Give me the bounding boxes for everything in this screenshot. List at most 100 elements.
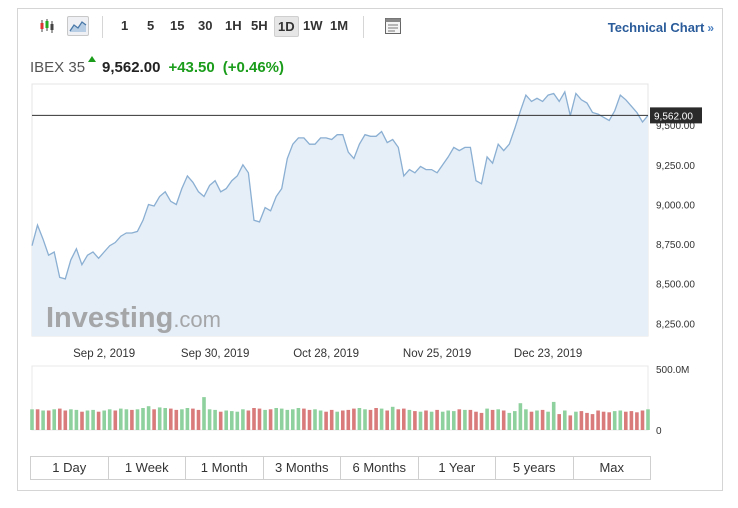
volume-bar <box>46 410 51 430</box>
volume-bar <box>135 409 140 430</box>
volume-bar <box>58 408 62 430</box>
volume-bar <box>241 409 245 430</box>
volume-bar <box>518 403 523 430</box>
volume-bar <box>268 409 273 430</box>
volume-bar <box>324 411 328 430</box>
volume-bar <box>69 409 73 430</box>
volume-bar <box>96 411 101 430</box>
x-tick-label: Dec 23, 2019 <box>514 348 582 360</box>
volume-bar <box>407 409 412 430</box>
volume-bar <box>113 410 118 430</box>
interval-5h[interactable]: 5H <box>251 18 268 33</box>
volume-bar <box>91 409 95 430</box>
volume-bar <box>396 409 401 430</box>
volume-bar <box>74 409 79 430</box>
volume-area <box>31 365 649 431</box>
quote-header: IBEX 35 9,562.00 +43.50 (+0.46%) <box>30 56 284 76</box>
volume-bar <box>224 410 228 430</box>
volume-bar <box>640 410 645 430</box>
chart-widget: 1 5 15 30 1H 5H 1D 1W 1M Technical Chart… <box>17 8 723 491</box>
volume-bar <box>629 411 634 430</box>
settings-panel-icon[interactable] <box>382 16 404 36</box>
range-5-years[interactable]: 5 years <box>496 457 574 479</box>
volume-bar <box>52 409 56 430</box>
price-change: +43.50 <box>168 59 215 76</box>
volume-bar <box>435 409 439 430</box>
volume-bar <box>296 408 301 430</box>
toolbar-separator <box>363 16 364 38</box>
volume-bar <box>368 409 373 430</box>
volume-bar <box>174 409 179 430</box>
volume-bar <box>546 411 550 430</box>
y-tick-label: 9,250.00 <box>656 161 695 172</box>
volume-bar <box>574 411 578 430</box>
volume-bar <box>107 409 112 430</box>
volume-bar <box>130 409 134 430</box>
volume-bar <box>279 408 284 430</box>
volume-bar <box>440 411 445 430</box>
volume-tick-label: 0 <box>656 426 662 437</box>
volume-bar <box>180 409 184 430</box>
range-3-months[interactable]: 3 Months <box>263 457 341 479</box>
interval-1w[interactable]: 1W <box>303 18 323 33</box>
volume-bar <box>540 409 545 430</box>
range-1-day[interactable]: 1 Day <box>31 457 109 479</box>
volume-bar <box>635 412 639 430</box>
area-chart-icon[interactable] <box>67 16 89 36</box>
volume-bar <box>585 412 589 430</box>
interval-5[interactable]: 5 <box>147 18 155 33</box>
investing-watermark: Investing.com <box>46 302 221 334</box>
range-1-year[interactable]: 1 Year <box>418 457 496 479</box>
volume-bar <box>646 409 650 430</box>
volume-bar <box>479 412 484 430</box>
volume-bar <box>307 409 312 430</box>
volume-bar <box>235 411 240 430</box>
volume-bar <box>213 409 217 430</box>
price-change-percent: (+0.46%) <box>222 59 285 76</box>
volume-bar <box>496 409 500 430</box>
volume-bar <box>202 397 206 430</box>
range-1-month[interactable]: 1 Month <box>186 457 264 479</box>
range-selector: 1 Day 1 Week 1 Month 3 Months 6 Months 1… <box>30 456 651 480</box>
volume-bar <box>63 410 68 430</box>
volume-bar <box>218 411 223 430</box>
volume-bar <box>346 409 351 430</box>
technical-chart-link[interactable]: Technical Chart» <box>608 20 714 35</box>
range-6-months[interactable]: 6 Months <box>341 457 419 479</box>
volume-bar <box>402 408 406 430</box>
price-chart[interactable]: Investing.com 8,250.00 8,500.00 8,750.00 9,0… <box>18 9 722 449</box>
volume-bar <box>513 411 517 430</box>
interval-1d[interactable]: 1D <box>274 16 299 37</box>
volume-bar <box>379 408 384 430</box>
volume-bar <box>119 408 123 430</box>
volume-bar <box>529 411 534 430</box>
volume-bar <box>207 409 212 430</box>
volume-bar <box>624 411 628 430</box>
volume-bar <box>507 412 512 430</box>
interval-15[interactable]: 15 <box>170 18 185 33</box>
price-area-fill <box>32 91 648 337</box>
volume-bar <box>274 408 278 430</box>
volume-bar <box>85 410 90 430</box>
volume-bar <box>607 412 611 430</box>
interval-30[interactable]: 30 <box>198 18 213 33</box>
chart-toolbar: 1 5 15 30 1H 5H 1D 1W 1M Technical Chart… <box>18 9 722 45</box>
interval-1h[interactable]: 1H <box>225 18 242 33</box>
range-1-week[interactable]: 1 Week <box>108 457 186 479</box>
interval-1m[interactable]: 1M <box>330 18 349 33</box>
price-line <box>31 90 649 280</box>
volume-bar <box>163 408 167 430</box>
range-max[interactable]: Max <box>573 457 650 479</box>
volume-bar <box>485 408 489 430</box>
volume-bar <box>557 414 561 430</box>
volume-bar <box>80 411 84 430</box>
candlestick-icon[interactable] <box>36 16 58 36</box>
volume-bar <box>418 411 423 430</box>
volume-bar <box>568 415 573 430</box>
x-tick-label: Nov 25, 2019 <box>403 348 471 360</box>
volume-bar <box>429 411 434 430</box>
volume-bar <box>452 411 456 430</box>
volume-bar <box>524 409 528 430</box>
interval-1[interactable]: 1 <box>121 18 129 33</box>
volume-bar <box>169 408 173 430</box>
